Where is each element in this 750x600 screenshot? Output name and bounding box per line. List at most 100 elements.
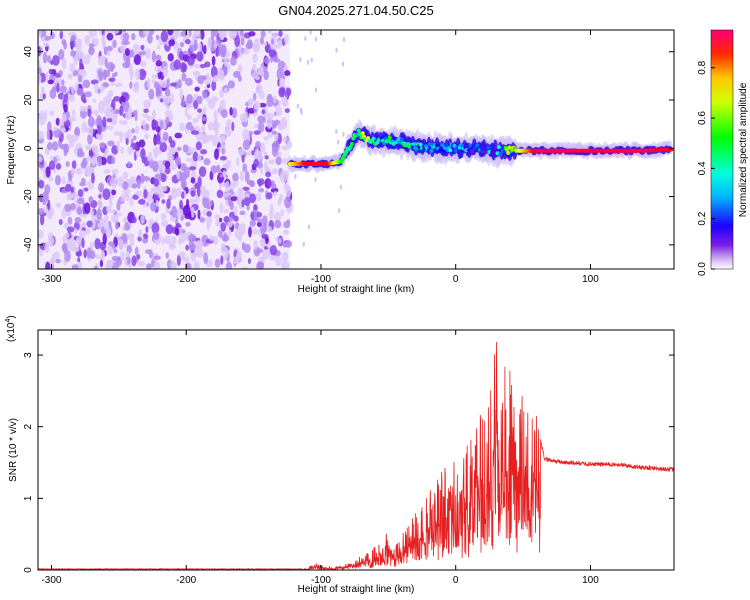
ridge-core <box>429 148 434 153</box>
noise-speck <box>285 240 293 248</box>
noise-speck <box>176 254 181 267</box>
snr-panel: -300 -200 -100 0 100 0 1 2 3 Height of straight… <box>5 315 675 595</box>
noise-speck <box>73 54 79 65</box>
noise-speck <box>277 198 282 206</box>
noise-speck <box>61 57 67 70</box>
noise-speck <box>103 220 109 231</box>
noise-speck <box>48 176 53 182</box>
noise-speck <box>103 96 111 104</box>
noise-speck <box>127 107 133 119</box>
noise-speck <box>71 192 79 199</box>
colorbar-tick-label: 0.8 <box>697 60 708 74</box>
noise-speck <box>55 117 60 126</box>
noise-speck <box>213 110 218 120</box>
noise-speck <box>188 30 192 37</box>
noise-speck <box>142 119 146 132</box>
noise-speck <box>260 30 266 38</box>
spectrogram-y-ticks: -40 -20 0 20 40 <box>23 46 674 252</box>
noise-speck <box>181 72 187 82</box>
noise-speck <box>282 136 288 143</box>
x-tick-label: 100 <box>582 274 599 285</box>
noise-speck <box>178 238 183 245</box>
noise-speck <box>102 82 110 88</box>
noise-speck <box>158 165 166 174</box>
noise-speck <box>134 246 139 256</box>
noise-speck <box>165 224 174 235</box>
noise-speck <box>146 33 153 44</box>
noise-speck <box>77 197 85 205</box>
x-tick-label: -200 <box>176 274 196 285</box>
noise-speck <box>112 261 119 269</box>
noise-speck <box>264 160 268 173</box>
noise-speck <box>42 42 49 48</box>
noise-speck <box>232 180 239 188</box>
noise-speck <box>175 187 183 197</box>
noise-speck <box>253 158 259 168</box>
noise-speck <box>66 226 75 233</box>
noise-speck <box>302 241 305 247</box>
noise-speck <box>259 102 267 108</box>
noise-speck <box>96 115 102 128</box>
noise-speck <box>279 77 286 89</box>
noise-speck <box>100 250 106 261</box>
noise-speck <box>280 117 288 130</box>
noise-speck <box>179 122 186 132</box>
noise-speck <box>127 161 131 167</box>
noise-speck <box>240 36 245 46</box>
noise-speck <box>38 207 45 216</box>
noise-speck <box>59 85 67 94</box>
noise-speck <box>75 142 82 149</box>
x-tick-label: -100 <box>311 274 331 285</box>
noise-speck <box>253 92 257 101</box>
noise-speck <box>107 140 115 147</box>
noise-speck <box>152 185 161 195</box>
noise-speck <box>153 178 160 187</box>
x-tick-label: -100 <box>311 575 331 586</box>
noise-speck <box>61 208 66 220</box>
noise-speck <box>335 128 338 134</box>
ridge-core <box>356 128 361 133</box>
noise-speck <box>225 180 230 193</box>
noise-speck <box>284 70 291 77</box>
noise-speck <box>282 158 288 165</box>
noise-speck <box>76 206 83 216</box>
noise-speck <box>127 146 134 155</box>
noise-speck <box>204 190 210 199</box>
noise-speck <box>166 77 170 90</box>
noise-speck <box>179 41 185 48</box>
noise-speck <box>87 108 92 118</box>
noise-speck <box>123 120 128 126</box>
noise-speck <box>253 130 261 135</box>
noise-speck <box>199 30 205 40</box>
noise-speck <box>159 185 164 194</box>
noise-speck <box>164 160 171 169</box>
noise-speck <box>168 39 176 47</box>
colorbar-label: Normalized spectral amplitude <box>738 82 749 217</box>
ridge-core <box>498 152 503 157</box>
noise-speck <box>249 219 256 227</box>
noise-speck <box>252 63 257 72</box>
noise-speck <box>214 117 218 128</box>
noise-speck <box>155 60 163 67</box>
noise-speck <box>44 242 50 254</box>
noise-speck <box>282 229 290 235</box>
noise-speck <box>115 220 119 230</box>
noise-speck <box>53 128 62 138</box>
noise-speck <box>238 223 246 230</box>
noise-speck <box>140 44 145 51</box>
noise-speck <box>227 80 235 89</box>
noise-speck <box>165 116 170 125</box>
noise-speck <box>199 63 207 69</box>
noise-speck <box>135 68 141 81</box>
noise-speck <box>193 30 201 38</box>
snr-x-ticks: -300 -200 -100 0 100 <box>41 330 599 586</box>
noise-speck <box>164 88 171 97</box>
noise-speck <box>174 156 181 166</box>
noise-speck <box>169 82 177 87</box>
noise-speck <box>38 30 42 38</box>
noise-speck <box>314 36 318 42</box>
noise-speck <box>219 89 225 98</box>
noise-speck <box>54 174 61 186</box>
noise-speck <box>153 255 162 260</box>
